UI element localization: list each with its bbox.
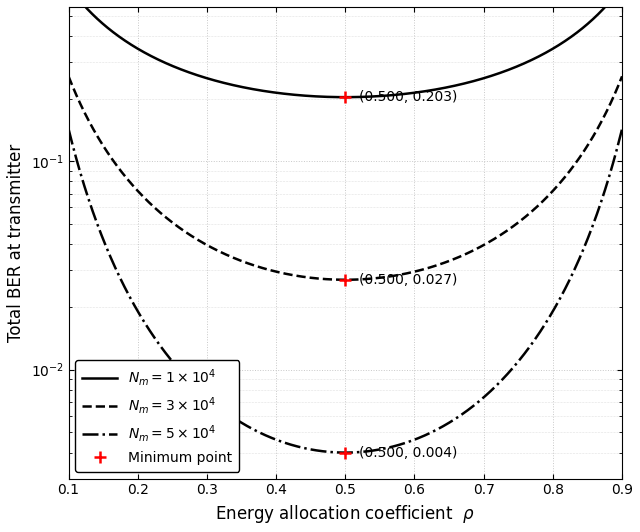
$N_m = 3 \times 10^4$ [501, 229, 509, 236]
$N_m = 5 \times 10^4$ [319, 448, 327, 454]
$N_m = 3 \times 10^4$ [334, 277, 342, 283]
$N_m = 1 \times 10^4$ [341, 94, 349, 101]
$N_m = 5 \times 10^4$ [501, 374, 509, 380]
$N_m = 5 \times 10^4$ [618, 126, 626, 132]
$N_m = 1 \times 10^4$ [334, 94, 342, 101]
Text: (0.500, 0.203): (0.500, 0.203) [359, 90, 458, 104]
$N_m = 3 \times 10^4$ [602, 110, 610, 116]
$N_m = 5 \times 10^4$ [65, 126, 72, 132]
$N_m = 3 \times 10^4$ [93, 132, 100, 138]
Legend: $N_m = 1 \times 10^4$, $N_m = 3 \times 10^4$, $N_m = 5 \times 10^4$, Minimum poi: $N_m = 1 \times 10^4$, $N_m = 3 \times 1… [76, 360, 239, 472]
$N_m = 1 \times 10^4$ [93, 15, 100, 21]
Line: $N_m = 5 \times 10^4$: $N_m = 5 \times 10^4$ [68, 129, 622, 453]
$N_m = 1 \times 10^4$ [602, 3, 610, 9]
$N_m = 5 \times 10^4$ [341, 450, 349, 456]
$N_m = 1 \times 10^4$ [319, 94, 327, 100]
$N_m = 3 \times 10^4$ [319, 276, 327, 282]
$N_m = 1 \times 10^4$ [602, 3, 610, 9]
$N_m = 3 \times 10^4$ [341, 277, 349, 283]
Y-axis label: Total BER at transmitter: Total BER at transmitter [7, 144, 25, 342]
Line: $N_m = 3 \times 10^4$: $N_m = 3 \times 10^4$ [68, 76, 622, 280]
Line: $N_m = 1 \times 10^4$: $N_m = 1 \times 10^4$ [68, 0, 622, 97]
$N_m = 3 \times 10^4$ [618, 73, 626, 79]
$N_m = 5 \times 10^4$ [93, 220, 100, 226]
$N_m = 3 \times 10^4$ [602, 109, 610, 115]
$N_m = 5 \times 10^4$ [602, 184, 610, 190]
X-axis label: Energy allocation coefficient  $\rho$: Energy allocation coefficient $\rho$ [216, 503, 475, 525]
Text: (0.500, 0.004): (0.500, 0.004) [359, 446, 458, 460]
$N_m = 5 \times 10^4$ [602, 182, 610, 189]
Text: (0.500, 0.027): (0.500, 0.027) [359, 273, 458, 287]
$N_m = 5 \times 10^4$ [334, 449, 342, 455]
$N_m = 1 \times 10^4$ [501, 68, 509, 74]
$N_m = 3 \times 10^4$ [65, 73, 72, 79]
